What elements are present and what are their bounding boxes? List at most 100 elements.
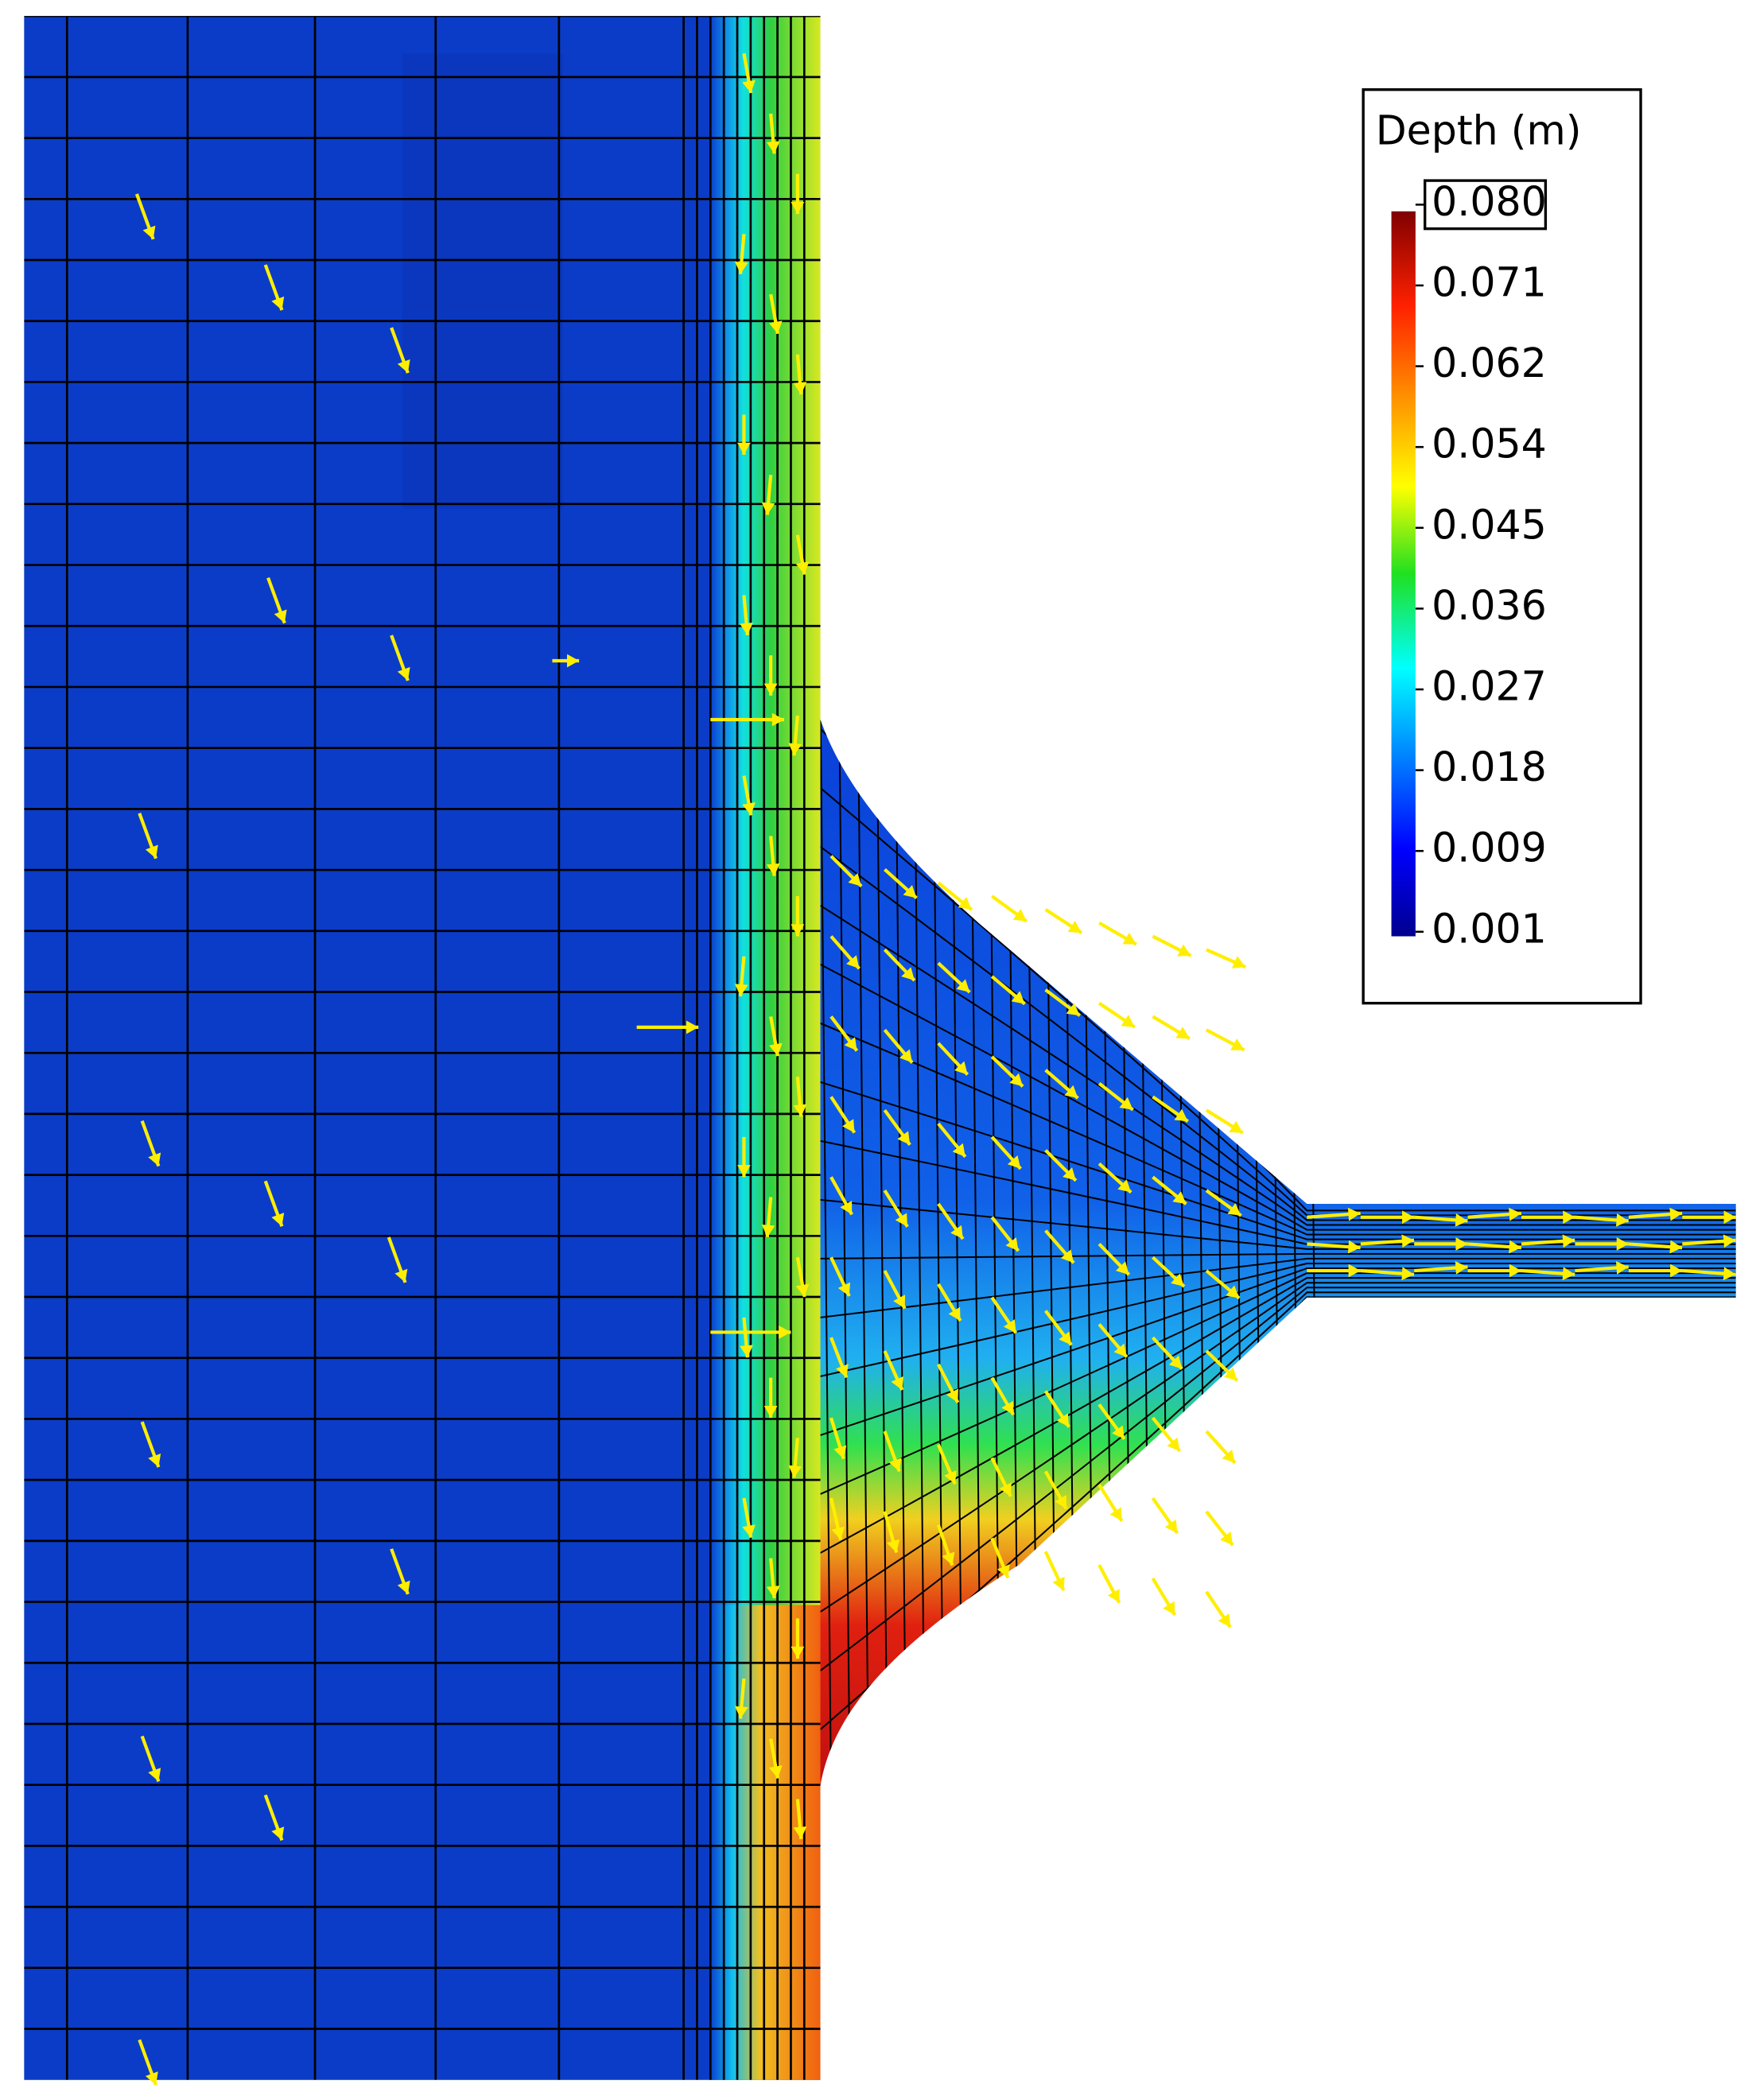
vector-head xyxy=(793,1826,807,1839)
vector-head xyxy=(1109,1507,1122,1521)
vector-head xyxy=(686,1020,699,1034)
vector-head xyxy=(893,1295,906,1309)
vector-head xyxy=(1175,1027,1190,1039)
legend-label: 0.027 xyxy=(1432,663,1547,710)
vector-head xyxy=(740,623,753,635)
vector-head xyxy=(769,320,783,334)
mesh-line xyxy=(838,720,851,1786)
vector-head xyxy=(831,1526,845,1540)
vector-head xyxy=(566,654,580,668)
vector-head xyxy=(1003,1319,1016,1333)
vector-head xyxy=(271,1213,285,1227)
vector-head xyxy=(1052,1576,1065,1591)
vector-head xyxy=(742,802,756,816)
vector-head xyxy=(1067,920,1082,934)
vector-head xyxy=(887,1539,900,1553)
mesh-line xyxy=(820,1267,1736,1436)
vector-head xyxy=(1172,1191,1187,1205)
vector-head xyxy=(779,1326,791,1339)
vector-head xyxy=(948,1306,961,1322)
mesh-line xyxy=(820,1282,1736,1613)
vector-head xyxy=(1164,1519,1178,1534)
vector-head xyxy=(836,1364,849,1378)
vector-head xyxy=(1455,1261,1468,1275)
vector-head xyxy=(1615,1213,1629,1227)
mesh-line xyxy=(820,720,833,1786)
vector-head xyxy=(1171,1273,1184,1287)
vector-head xyxy=(844,1037,857,1051)
vector-head xyxy=(1107,1589,1120,1603)
vector-head xyxy=(1669,1207,1683,1221)
vector-head xyxy=(148,1453,161,1468)
vector-head xyxy=(946,1388,958,1403)
vector-head xyxy=(942,1551,955,1566)
mesh-line xyxy=(820,1252,1736,1260)
legend-label: 0.045 xyxy=(1432,501,1547,548)
vector-head xyxy=(791,1646,805,1659)
legend-labels: 0.080 0.071 0.062 0.054 0.045 0.036 0.027 0.018… xyxy=(1415,178,1547,952)
vector-head xyxy=(1117,1179,1132,1193)
legend-label: 0.001 xyxy=(1432,905,1547,952)
vector-head xyxy=(1113,1343,1127,1357)
vector-head xyxy=(795,561,810,575)
vector-head xyxy=(148,1768,161,1782)
vector-head xyxy=(1064,1085,1078,1099)
legend-label: 0.009 xyxy=(1432,825,1547,871)
vector-head xyxy=(397,359,410,374)
vector-head xyxy=(1007,1155,1021,1169)
vector-head xyxy=(271,296,285,310)
legend-title: Depth (m) xyxy=(1376,107,1582,154)
vector-head xyxy=(734,261,748,274)
vector-head xyxy=(761,1224,775,1237)
vector-head xyxy=(791,924,805,937)
vector-head xyxy=(895,1213,908,1227)
vector-head xyxy=(1723,1210,1736,1225)
deep-zone xyxy=(402,53,563,509)
vector-head xyxy=(1229,1120,1243,1133)
vector-head xyxy=(848,872,862,887)
vector-head xyxy=(952,1143,965,1157)
vector-head xyxy=(846,955,860,969)
legend-label: 0.036 xyxy=(1432,582,1547,629)
vector-head xyxy=(742,80,756,93)
vector-head xyxy=(394,1268,408,1283)
mesh-line xyxy=(857,720,870,1786)
vector-head xyxy=(734,1706,748,1719)
vector-head xyxy=(1401,1267,1415,1281)
vector-head xyxy=(742,1524,756,1538)
vector-head xyxy=(397,1580,410,1594)
legend-label: 0.054 xyxy=(1432,421,1547,468)
vector-head xyxy=(142,225,156,239)
vector-head xyxy=(901,967,915,981)
vector-head xyxy=(766,141,780,154)
vector-head xyxy=(737,442,751,455)
vector-head xyxy=(761,502,775,515)
vector-head xyxy=(950,1225,963,1240)
vector-head xyxy=(1177,944,1191,957)
colorbar xyxy=(1391,211,1416,937)
mesh-line xyxy=(820,1262,1736,1377)
vector-head xyxy=(1347,1240,1361,1254)
vector-head xyxy=(1230,1038,1245,1050)
mesh-line xyxy=(820,1022,1736,1236)
vector-head xyxy=(1174,1108,1188,1122)
vector-head xyxy=(1059,1331,1072,1345)
vector-head xyxy=(1455,1237,1468,1251)
mesh-line xyxy=(820,963,1736,1231)
vector-head xyxy=(1222,1450,1236,1463)
vector-head xyxy=(145,844,158,859)
wet-strip xyxy=(710,16,821,1621)
mesh-line xyxy=(876,720,888,1786)
mesh-line xyxy=(820,904,1736,1226)
vector-head xyxy=(1112,1425,1125,1439)
vector-head xyxy=(1056,1413,1070,1427)
vector-head xyxy=(1163,1601,1175,1616)
mesh-line xyxy=(913,720,927,1786)
vector-head xyxy=(1218,1613,1231,1628)
vector-head xyxy=(1227,1203,1241,1216)
vector-head xyxy=(791,202,805,215)
vector-head xyxy=(1455,1213,1468,1227)
vector-head xyxy=(766,863,780,876)
vector-head xyxy=(1231,956,1246,968)
